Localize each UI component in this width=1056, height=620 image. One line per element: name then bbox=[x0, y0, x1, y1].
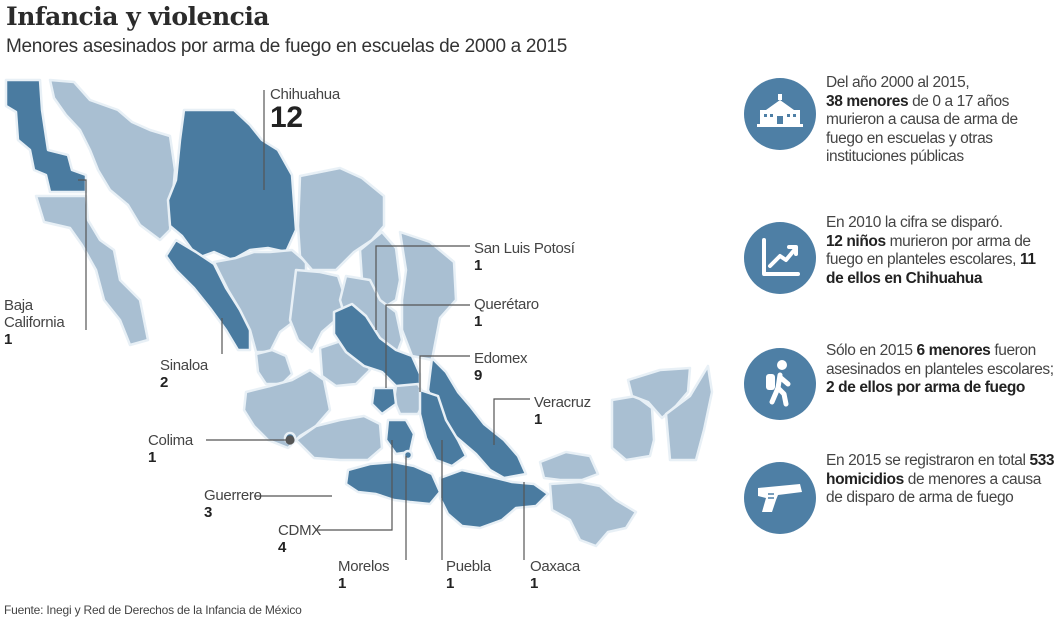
label-san-luis-potosi: San Luis Potosí 1 bbox=[474, 240, 575, 274]
label-edomex-value: 9 bbox=[474, 367, 483, 384]
label-queretaro-name: Querétaro bbox=[474, 296, 539, 313]
label-colima-name: Colima bbox=[148, 432, 193, 449]
fact-text: En 2015 se registraron en total 533 homi… bbox=[826, 452, 1056, 508]
state-tabasco bbox=[538, 450, 600, 482]
state-puebla bbox=[418, 388, 468, 468]
fact-text: En 2010 la cifra se disparó. 12 niños mu… bbox=[826, 214, 1056, 288]
label-queretaro-value: 1 bbox=[474, 313, 483, 330]
state-baja-california-sur bbox=[34, 194, 150, 347]
label-baja-california-name: Baja California bbox=[4, 297, 65, 331]
label-baja-california: Baja California 1 bbox=[4, 297, 84, 348]
state-morelos bbox=[402, 449, 414, 461]
trend-up-chart-icon bbox=[744, 222, 816, 294]
state-edomex bbox=[370, 386, 398, 416]
infographic-title: Infancia y violencia bbox=[6, 2, 270, 31]
label-queretaro: Querétaro 1 bbox=[474, 296, 539, 330]
infographic-subtitle: Menores asesinados por arma de fuego en … bbox=[6, 36, 567, 57]
fact-text-part: de menores a causa de disparo de arma de… bbox=[826, 470, 1041, 507]
label-edomex-name: Edomex bbox=[474, 350, 528, 367]
fact-text-part: En 2010 la cifra se disparó. bbox=[826, 214, 1003, 231]
label-cdmx: CDMX 4 bbox=[278, 522, 321, 556]
label-cdmx-value: 4 bbox=[278, 539, 287, 556]
label-san-luis-potosi-value: 1 bbox=[474, 257, 483, 274]
fact-highlight: 38 menores bbox=[826, 92, 909, 110]
fact-text-part: de 0 a 17 años murieron a causa de arma … bbox=[826, 92, 1018, 166]
state-sonora bbox=[48, 78, 177, 242]
state-guerrero bbox=[344, 460, 442, 506]
fact-text-part: Sólo en 2015 bbox=[826, 342, 917, 359]
state-cdmx bbox=[384, 418, 416, 456]
label-veracruz-value: 1 bbox=[534, 411, 543, 428]
state-chiapas bbox=[548, 480, 638, 548]
label-veracruz-name: Veracruz bbox=[534, 394, 591, 411]
state-quintana-roo bbox=[664, 364, 714, 462]
fact-text-part: En 2015 se registraron en total bbox=[826, 452, 1030, 469]
label-puebla: Puebla 1 bbox=[446, 558, 491, 592]
label-san-luis-potosi-name: San Luis Potosí bbox=[474, 240, 575, 257]
label-colima: Colima 1 bbox=[148, 432, 193, 466]
state-baja-california bbox=[4, 78, 88, 194]
state-nayarit bbox=[254, 348, 294, 386]
label-sinaloa-name: Sinaloa bbox=[160, 357, 208, 374]
label-sinaloa: Sinaloa 2 bbox=[160, 357, 208, 391]
fact-text: Del año 2000 al 2015, 38 menores de 0 a … bbox=[826, 74, 1056, 167]
fact-highlight: 6 menores bbox=[916, 342, 991, 359]
fact-highlight: 2 de ellos por arma de fuego bbox=[826, 379, 1025, 396]
student-backpack-icon bbox=[744, 348, 816, 420]
state-michoacan bbox=[294, 414, 384, 462]
label-guerrero: Guerrero 3 bbox=[204, 487, 262, 521]
label-morelos: Morelos 1 bbox=[338, 558, 390, 592]
fact-text: Sólo en 2015 6 menores fueron asesinados… bbox=[826, 342, 1056, 398]
handgun-icon bbox=[744, 462, 816, 534]
label-oaxaca: Oaxaca 1 bbox=[530, 558, 580, 592]
label-morelos-name: Morelos bbox=[338, 558, 390, 575]
fact-highlight: 12 niños bbox=[826, 232, 886, 250]
source-note: Fuente: Inegi y Red de Derechos de la In… bbox=[4, 603, 302, 617]
label-baja-california-value: 1 bbox=[4, 331, 13, 348]
label-puebla-value: 1 bbox=[446, 575, 455, 592]
state-zacatecas bbox=[288, 268, 348, 354]
state-oaxaca bbox=[438, 468, 550, 530]
label-morelos-value: 1 bbox=[338, 575, 347, 592]
label-chihuahua-name: Chihuahua bbox=[270, 86, 340, 103]
state-tamaulipas bbox=[398, 230, 458, 362]
fact-text-part: murieron por arma de fuego en planteles … bbox=[826, 232, 1031, 269]
label-edomex: Edomex 9 bbox=[474, 350, 528, 384]
label-cdmx-name: CDMX bbox=[278, 522, 321, 539]
fact-highlight: 11 de ellos en Chihuahua bbox=[826, 251, 1036, 287]
school-building-icon bbox=[744, 78, 816, 150]
state-campeche bbox=[610, 394, 656, 462]
mexico-map bbox=[4, 78, 714, 560]
label-oaxaca-name: Oaxaca bbox=[530, 558, 580, 575]
label-chihuahua: Chihuahua 12 bbox=[270, 86, 340, 133]
fact-text-part: fueron asesinados en planteles escolares… bbox=[826, 342, 1054, 378]
label-colima-value: 1 bbox=[148, 449, 157, 466]
label-puebla-name: Puebla bbox=[446, 558, 491, 575]
label-guerrero-name: Guerrero bbox=[204, 487, 262, 504]
label-veracruz: Veracruz 1 bbox=[534, 394, 591, 428]
fact-highlight: 533 homicidios bbox=[826, 452, 1055, 488]
label-chihuahua-value: 12 bbox=[270, 101, 303, 134]
fact-text-part: Del año 2000 al 2015, bbox=[826, 74, 970, 91]
label-sinaloa-value: 2 bbox=[160, 374, 169, 391]
label-oaxaca-value: 1 bbox=[530, 575, 539, 592]
label-guerrero-value: 3 bbox=[204, 504, 213, 521]
